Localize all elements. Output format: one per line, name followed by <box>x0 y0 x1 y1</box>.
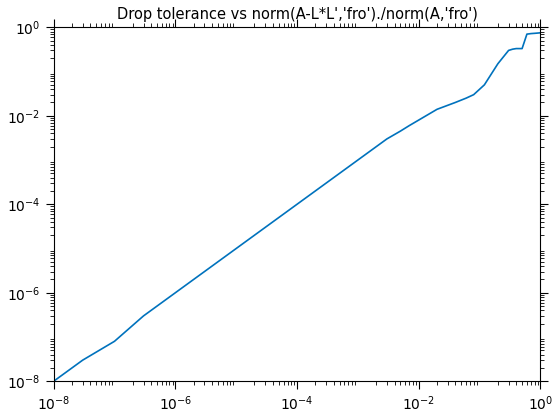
Title: Drop tolerance vs norm(A-L*L','fro')./norm(A,'fro'): Drop tolerance vs norm(A-L*L','fro')./no… <box>116 7 478 22</box>
